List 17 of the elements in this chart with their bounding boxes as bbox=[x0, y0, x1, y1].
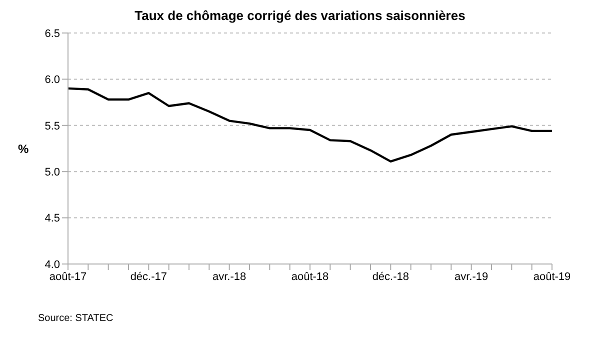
x-tick-label: déc.-17 bbox=[130, 270, 168, 283]
x-tick-label: déc.-18 bbox=[372, 270, 410, 283]
x-tick-label: août-19 bbox=[533, 270, 571, 283]
line-series bbox=[66, 87, 554, 163]
x-tick-label: avr.-19 bbox=[454, 270, 488, 283]
y-axis-title: % bbox=[18, 142, 29, 156]
x-tick-label: août-18 bbox=[291, 270, 329, 283]
x-tick-label: août-17 bbox=[49, 270, 87, 283]
y-tick-label: 4.0 bbox=[44, 258, 60, 271]
y-tick-label: 5.5 bbox=[44, 120, 60, 132]
y-tick-label: 6.5 bbox=[44, 28, 60, 40]
y-tick-label: 4.5 bbox=[44, 212, 60, 225]
y-tick-label: 5.0 bbox=[44, 166, 60, 179]
x-tick-label: avr.-18 bbox=[212, 270, 246, 283]
y-tick-label: 6.0 bbox=[44, 74, 60, 86]
source-note: Source: STATEC bbox=[38, 313, 114, 324]
chart-title: Taux de chômage corrigé des variations saisonnières bbox=[134, 8, 466, 23]
